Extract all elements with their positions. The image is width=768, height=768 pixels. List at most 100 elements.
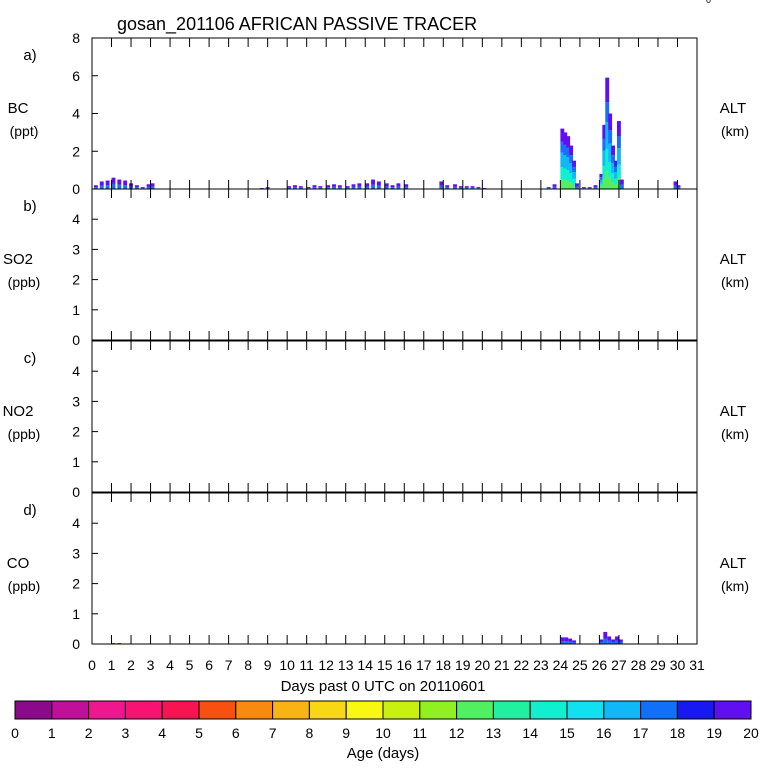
colorbar-tick-label: 12 — [449, 725, 465, 741]
bar-segment — [603, 631, 608, 639]
bar-segment — [337, 185, 342, 188]
bar-segment — [351, 184, 356, 187]
y-tick-label: 2 — [72, 424, 80, 440]
bar-segment — [117, 184, 122, 189]
bar-segment — [614, 184, 618, 189]
bar-segment — [470, 186, 475, 188]
x-tick-label: 7 — [225, 657, 233, 673]
bar-segment — [568, 641, 573, 644]
data-bar — [445, 185, 450, 189]
bar-segment — [439, 181, 444, 186]
unit-label: (ppb) — [8, 274, 41, 290]
bar-segment — [618, 639, 623, 642]
x-tick-label: 10 — [279, 657, 295, 673]
chart-title: gosan_201106 AFRICAN PASSIVE TRACER — [117, 14, 477, 35]
bar-segment — [470, 187, 475, 189]
x-tick-label: 9 — [264, 657, 272, 673]
panel-letter: d) — [23, 502, 36, 519]
data-bar — [564, 637, 569, 644]
bar-segment — [439, 185, 444, 189]
species-label: SO2 — [3, 251, 33, 268]
bar-segment — [572, 642, 576, 644]
data-bar — [605, 77, 610, 189]
bar-segment — [332, 184, 336, 187]
bar-segment — [464, 186, 469, 188]
bar-segment — [476, 187, 481, 189]
bar-segment — [458, 186, 463, 188]
colorbar-swatch — [88, 700, 126, 720]
x-tick-label: 2 — [127, 657, 135, 673]
data-bar — [607, 636, 612, 644]
bar-segment — [390, 185, 395, 188]
colorbar-label: Age (days) — [347, 745, 420, 762]
bar-segment — [552, 184, 557, 187]
colorbar-swatch — [272, 700, 310, 720]
data-bar — [93, 185, 98, 189]
bar-segment — [611, 182, 616, 189]
x-tick-labels: 0 1 2 3 4 5 6 7 8 9 10 11 12 13 14 15 16 17 18 19 20 21 22 23 24… — [88, 657, 705, 673]
bar-segment — [566, 147, 571, 158]
x-tick-label: 6 — [205, 657, 213, 673]
data-bar — [117, 179, 122, 189]
bar-segment — [599, 179, 604, 184]
data-bar — [619, 179, 624, 189]
bar-segment — [371, 184, 375, 189]
bar-segment — [111, 183, 116, 189]
colorbar-swatch — [308, 700, 347, 720]
colorbar-swatch — [566, 700, 605, 720]
bar-segment — [345, 186, 350, 188]
bar-segment — [599, 173, 604, 178]
y-tick-label: 8 — [72, 30, 80, 46]
bar-segment — [396, 183, 401, 187]
bar-segment — [337, 187, 342, 189]
bar-segment — [572, 166, 576, 173]
bar-segment — [611, 639, 616, 642]
colorbar-tick-label: 15 — [559, 725, 575, 741]
bar-segment — [608, 113, 613, 131]
bar-segment — [287, 187, 292, 189]
data-bar — [618, 639, 623, 644]
bar-segment — [602, 178, 607, 189]
bar-segment — [619, 184, 624, 189]
panel-co: 0 1 2 3 4 d) CO (ppb) ALT (km) — [7, 492, 749, 652]
bar-segment — [611, 145, 616, 156]
data-bar — [287, 186, 292, 189]
bar-segment — [602, 124, 607, 139]
bar-segment — [611, 155, 616, 163]
bar-segment — [563, 144, 568, 156]
x-tick-label: 13 — [338, 657, 354, 673]
right-axis-label: ALT — [720, 100, 746, 117]
bar-segment — [568, 638, 573, 642]
panel-letter: b) — [23, 198, 36, 215]
x-tick-label: 8 — [244, 657, 252, 673]
x-tick-label: 0 — [88, 657, 96, 673]
bar-segment — [318, 186, 323, 188]
colorbar-tick-label: 14 — [522, 725, 538, 741]
bar-segment — [134, 187, 139, 189]
bar-segment — [563, 155, 568, 169]
data-bar — [453, 184, 457, 189]
bar-segment — [312, 187, 317, 189]
bar-segment — [563, 179, 568, 189]
bar-segment — [572, 160, 576, 167]
colorbar-tick-label: 19 — [706, 725, 722, 741]
bar-segment — [607, 636, 612, 641]
colorbar-swatch — [603, 700, 642, 720]
colorbar-tick-label: 7 — [269, 725, 277, 741]
bar-segment — [566, 136, 571, 148]
colorbar-tick-label: 11 — [413, 725, 428, 741]
bar-segment — [150, 186, 155, 189]
y-tick-label: 4 — [72, 515, 80, 531]
age-colorbar: 0 1 2 3 4 5 6 7 8 9 10 11 12 13 14 15 16 17 18 19 20 — [11, 700, 759, 741]
panel-so2: 0 1 2 3 4 b) SO2 (ppb) ALT (km) — [3, 188, 749, 348]
colorbar-swatch — [14, 700, 53, 720]
bar-segment — [616, 121, 621, 136]
data-bar — [599, 173, 604, 189]
bar-segment — [99, 181, 104, 186]
right-axis-unit: (km) — [721, 123, 749, 139]
bar-segment — [117, 643, 122, 644]
bar-segment — [602, 150, 607, 166]
bar-segment — [614, 178, 618, 185]
bar-segment — [293, 187, 297, 189]
x-tick-label: 17 — [416, 657, 432, 673]
